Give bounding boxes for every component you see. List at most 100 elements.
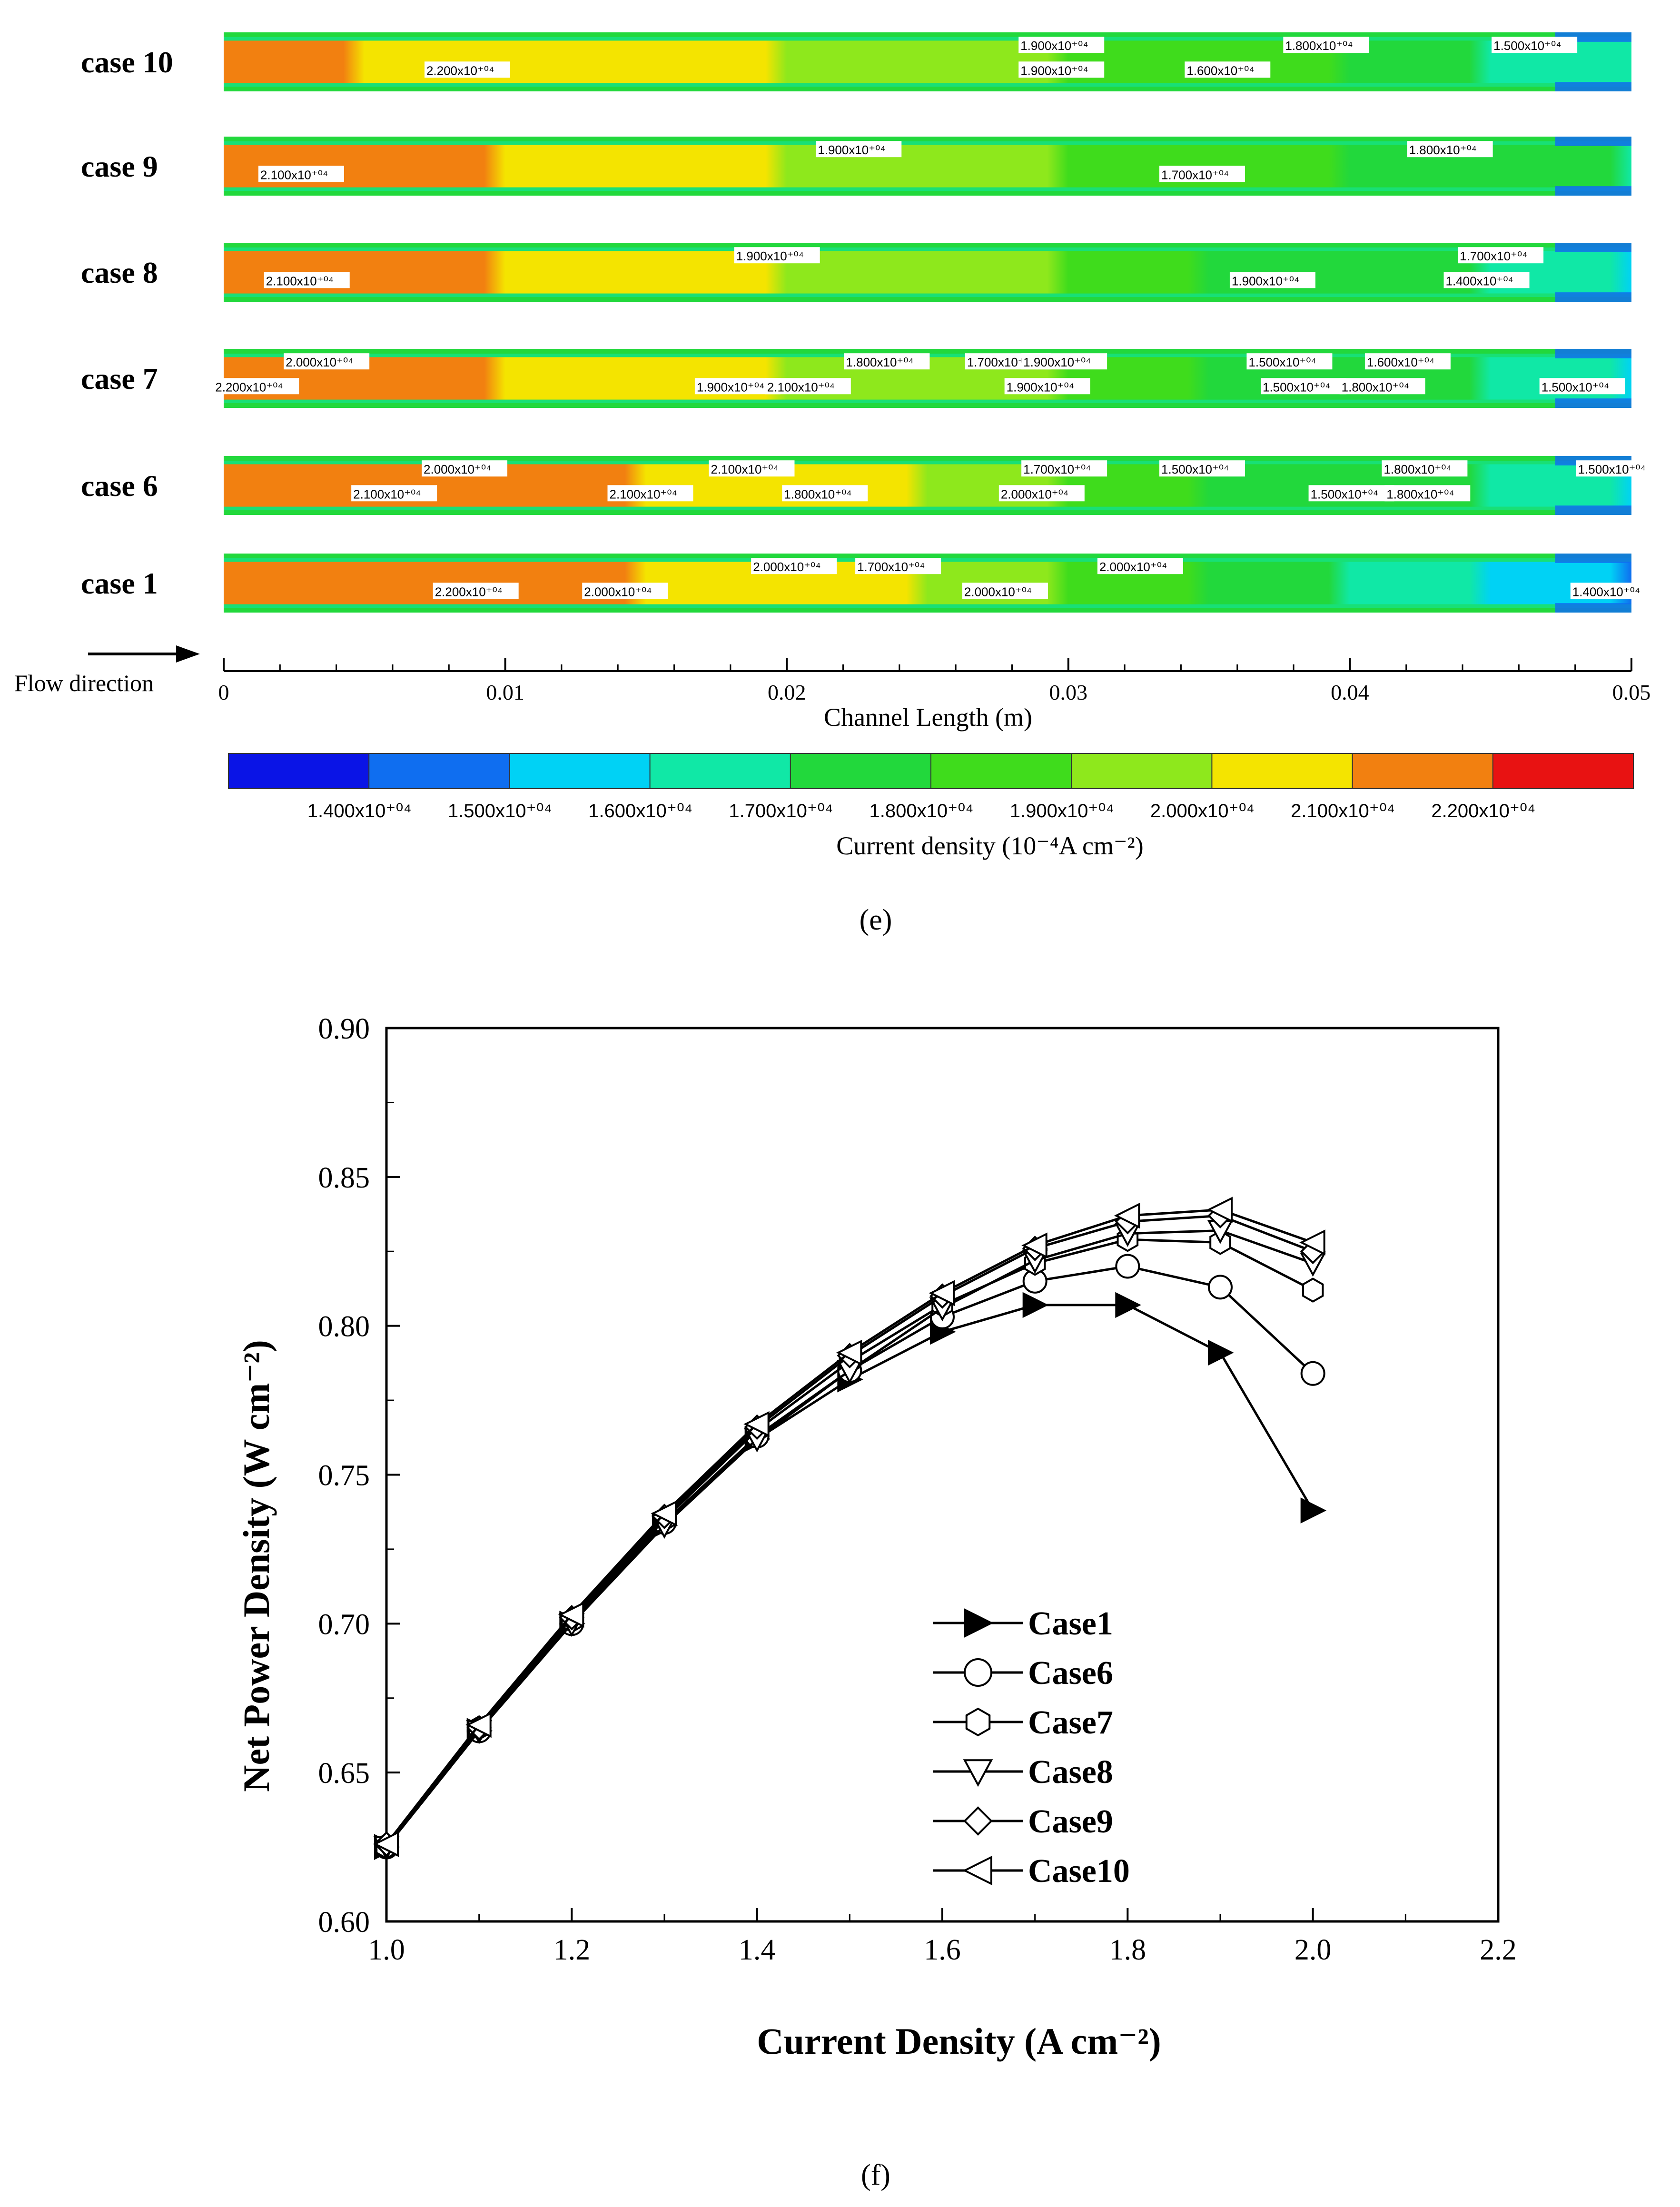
contour-label-box: [1458, 247, 1544, 264]
case-row-6: case 1 2.200x10⁺⁰⁴ 1.700x10⁺⁰⁴ 2.000x10⁺⁰⁴ 2…: [81, 554, 1656, 613]
x-tick-label: 1.6: [924, 1934, 961, 1966]
contour-label-box: [258, 166, 344, 182]
data-point: [1208, 1339, 1234, 1366]
strip-end-edge: [1555, 243, 1631, 252]
case-row-5: case 6 2.100x10⁺⁰⁴2.000x10⁺⁰⁴2.100x10⁺⁰⁴2…: [81, 456, 1662, 515]
y-tick-label: 0.65: [318, 1757, 370, 1790]
legend-label: Case1: [1028, 1605, 1113, 1642]
strip-end-edge: [1555, 82, 1631, 91]
contour-label-box: [284, 353, 370, 370]
strip-end-edge: [1555, 554, 1631, 563]
colorbar-swatch: [1352, 753, 1493, 789]
strip-core-band: [224, 145, 1631, 188]
contour-label-box: [709, 460, 795, 477]
data-point: [836, 1339, 862, 1366]
contour-label: 1.900x10⁺⁰⁴: [1004, 378, 1090, 395]
series-line: [385, 1214, 1314, 1845]
strip-core-band: [224, 251, 1631, 294]
legend-label: Case8: [1028, 1754, 1113, 1791]
contour-label: 1.500x10⁺⁰⁴: [1308, 485, 1394, 502]
contour-label-box: [765, 378, 851, 395]
contour-label: 2.000x10⁺⁰⁴: [998, 485, 1085, 502]
data-point: [465, 1712, 492, 1738]
legend-item: Case9: [933, 1803, 1113, 1840]
colorbar-tick-label: 2.100x10⁺⁰⁴: [1291, 801, 1395, 821]
contour-label-text: 1.500x10⁺⁰⁴: [1578, 462, 1646, 476]
contour-label-text: 2.000x10⁺⁰⁴: [584, 584, 652, 599]
contour-label: 1.800x10⁺⁰⁴: [1407, 141, 1493, 158]
data-point: [1022, 1292, 1049, 1318]
contour-label-box: [816, 141, 902, 158]
contour-label: 1.500x10⁺⁰⁴: [1576, 460, 1662, 477]
series-case9: [374, 1203, 1326, 1857]
case-label: case 9: [81, 149, 158, 183]
contour-label-box: [424, 61, 510, 78]
series-line: [385, 1208, 1314, 1845]
x-tick-label: 1.4: [739, 1934, 776, 1966]
contour-label-text: 1.400x10⁺⁰⁴: [1446, 274, 1513, 288]
legend: Case1 Case6 Case7 Case8 Case9 Case10: [933, 1605, 1130, 1890]
contour-label: 2.100x10⁺⁰⁴: [264, 272, 350, 288]
contour-label-text: 1.900x10⁺⁰⁴: [1007, 380, 1074, 394]
contour-label-text: 1.500x10⁺⁰⁴: [1542, 380, 1609, 394]
data-point: [651, 1500, 677, 1527]
contour-label: 1.400x10⁺⁰⁴: [1443, 272, 1530, 288]
contour-label: 1.500x10⁺⁰⁴: [1539, 378, 1625, 395]
x-axis-title: Current Density (A cm⁻²): [757, 2020, 1161, 2062]
contour-label-box: [1570, 583, 1656, 599]
contour-label-text: 2.100x10⁺⁰⁴: [767, 380, 835, 394]
data-point: [1115, 1292, 1141, 1318]
contour-label: 2.200x10⁺⁰⁴: [213, 378, 299, 395]
series-line: [385, 1238, 1314, 1848]
contour-label-box: [1021, 353, 1107, 370]
contour-label-box: [1339, 378, 1425, 395]
contour-label-text: 2.000x10⁺⁰⁴: [1001, 487, 1068, 501]
x-tick-label: 1.8: [1109, 1934, 1146, 1966]
contour-label: 2.100x10⁺⁰⁴: [351, 485, 437, 502]
case-label: case 1: [81, 566, 158, 600]
contour-label-box: [1021, 460, 1107, 477]
contour-label-text: 1.800x10⁺⁰⁴: [1384, 462, 1451, 476]
case-label: case 7: [81, 362, 158, 396]
contour-label-text: 2.200x10⁺⁰⁴: [215, 380, 283, 394]
contour-label-box: [1308, 485, 1394, 502]
contour-label: 2.000x10⁺⁰⁴: [962, 583, 1048, 599]
contour-label: 1.700x10⁺⁰⁴: [1458, 247, 1544, 264]
contour-label-box: [264, 272, 350, 288]
colorbar-tick-label: 1.500x10⁺⁰⁴: [448, 801, 552, 821]
contour-label-text: 1.900x10⁺⁰⁴: [1020, 63, 1088, 78]
legend-marker: [963, 1806, 993, 1836]
colorbar-tick-label: 1.600x10⁺⁰⁴: [588, 801, 692, 821]
case-row-4: case 7 2.200x10⁺⁰⁴2.000x10⁺⁰⁴ 1.900x10⁺⁰⁴ 1…: [81, 349, 1631, 408]
contour-label-box: [1364, 353, 1451, 370]
contour-label-box: [1492, 37, 1578, 53]
strip-bottom-edge: [224, 604, 1631, 608]
x-tick-label: 1.2: [553, 1934, 591, 1966]
legend-marker: [962, 1855, 992, 1886]
contour-label-text: 2.100x10⁺⁰⁴: [609, 487, 677, 501]
channel-length-axis-title: Channel Length (m): [824, 703, 1032, 732]
contour-label-box: [1185, 61, 1271, 78]
axis-tick-label: 0.05: [1612, 680, 1651, 704]
data-point: [1206, 1197, 1233, 1223]
legend-marker: [964, 1658, 992, 1687]
line-chart-panel-f: 1.0 1.2 1.4 1.6 1.8 2.0 2.2 0.60 0.65 0.70 0.75 0.8…: [318, 1013, 1517, 1966]
data-point: [373, 1831, 399, 1857]
panel-label-e: (e): [860, 904, 892, 936]
contour-label-box: [1283, 37, 1369, 53]
contour-label-text: 1.600x10⁺⁰⁴: [1367, 355, 1434, 369]
contour-label-box: [1004, 378, 1090, 395]
plot-frame: [385, 1027, 1500, 1923]
case-row-3: case 8 2.100x10⁺⁰⁴ 1.900x10⁺⁰⁴ 1.900x10⁺⁰⁴ 1…: [81, 243, 1631, 302]
colorbar-swatch: [228, 753, 370, 789]
colorbar-swatch: [931, 753, 1072, 789]
contour-label-text: 2.100x10⁺⁰⁴: [260, 168, 328, 182]
contour-label: 1.900x10⁺⁰⁴: [1229, 272, 1315, 288]
contour-label-box: [1539, 378, 1625, 395]
contour-label: 2.100x10⁺⁰⁴: [607, 485, 693, 502]
contour-label: 2.000x10⁺⁰⁴: [582, 583, 668, 599]
contour-label-text: 1.800x10⁺⁰⁴: [1386, 487, 1454, 501]
colorbar-swatch: [790, 753, 931, 789]
contour-label: 1.500x10⁺⁰⁴: [1492, 37, 1578, 53]
contour-label-text: 1.900x10⁺⁰⁴: [1023, 355, 1091, 369]
